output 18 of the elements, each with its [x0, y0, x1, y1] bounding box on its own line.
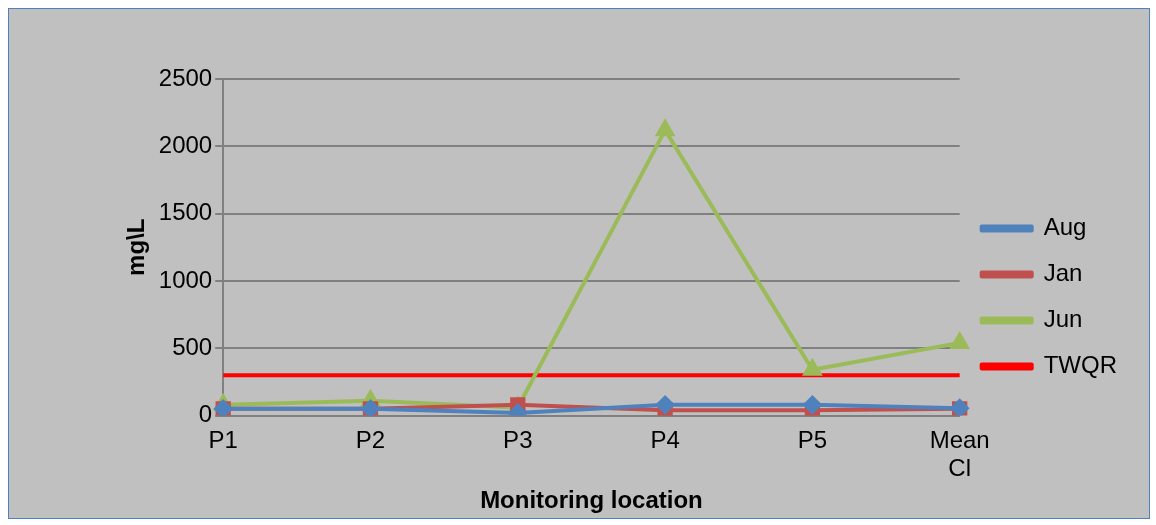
- x-tick-label: P2: [355, 425, 386, 453]
- x-tick-label: Mean Cl: [929, 425, 990, 482]
- y-tick-label: 500: [172, 332, 213, 360]
- y-tick-label: 1000: [158, 265, 213, 293]
- legend-label: Jan: [1043, 259, 1083, 287]
- legend-label: TWQR: [1043, 351, 1117, 379]
- y-tick-label: 2500: [158, 63, 213, 91]
- legend-label: Aug: [1043, 213, 1087, 241]
- x-tick-label: P1: [208, 425, 238, 453]
- y-tick-label: 0: [198, 400, 213, 428]
- x-tick-label: P3: [503, 425, 533, 453]
- x-axis-title: Monitoring location: [480, 486, 703, 514]
- legend-label: Jun: [1043, 305, 1083, 333]
- y-tick-label: 1500: [158, 198, 213, 226]
- y-tick-label: 2000: [158, 130, 213, 158]
- y-axis-title: mg\L: [122, 218, 150, 276]
- x-tick-label: P4: [650, 425, 680, 453]
- x-tick-label: P5: [797, 425, 828, 453]
